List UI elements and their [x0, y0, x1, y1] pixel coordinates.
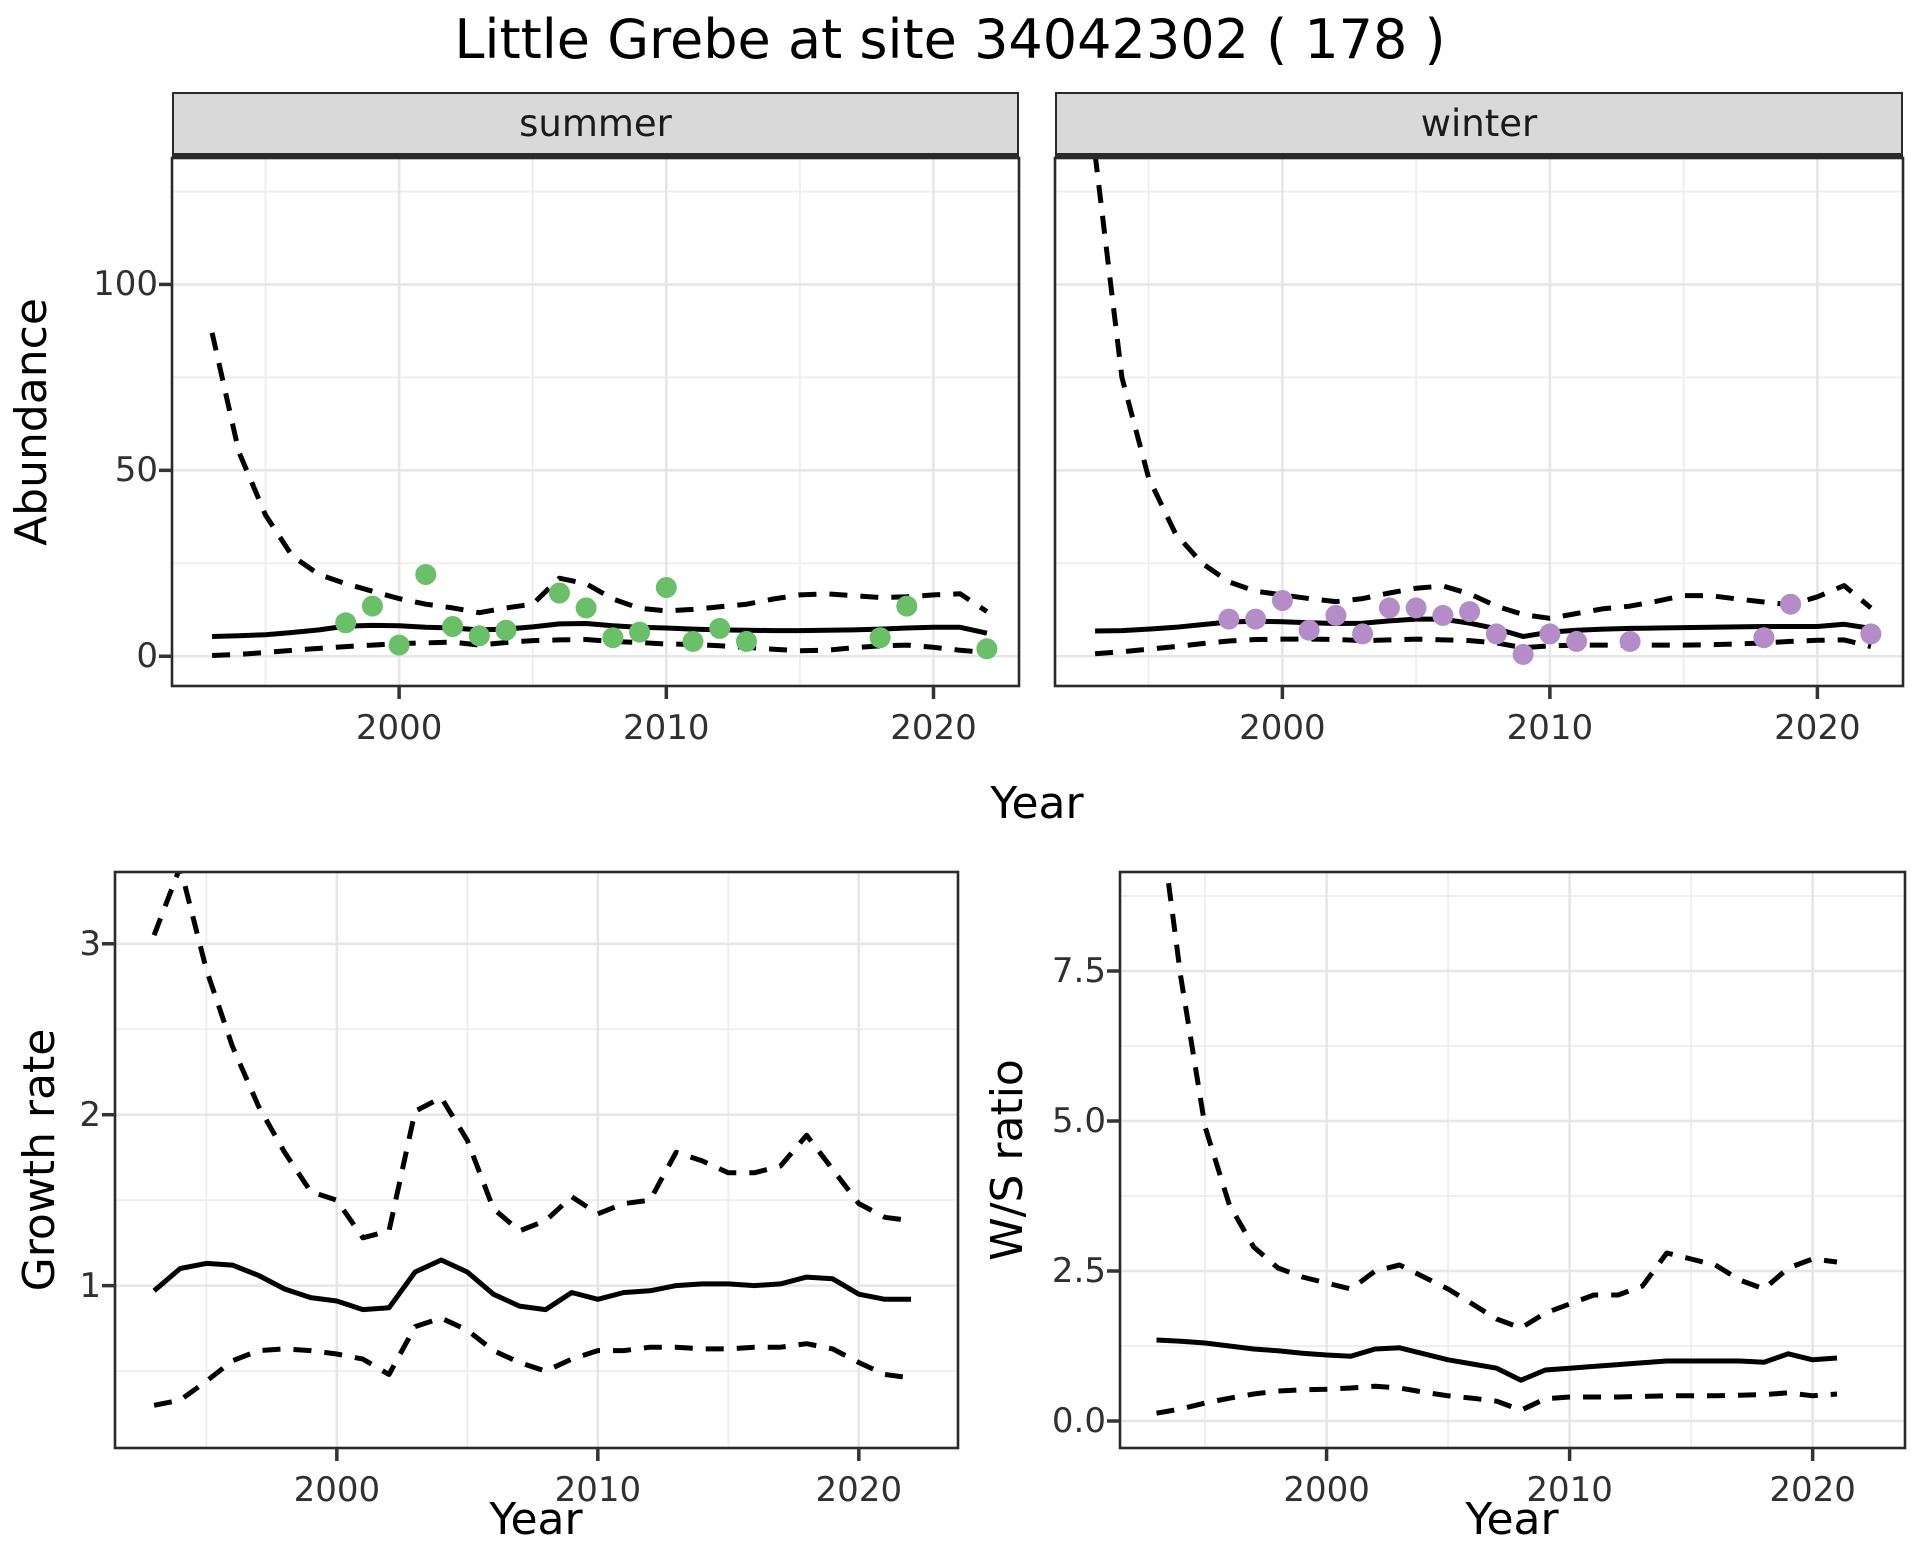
summer-y-tick-label: 0 [136, 636, 158, 677]
observed-counts-winter-point [1378, 597, 1400, 619]
observed-counts-summer-point [442, 616, 464, 637]
observed-counts-winter-point [1218, 608, 1240, 630]
ws-lower_95ci-line [1156, 1383, 1838, 1416]
ws-x-tick-label: 2020 [1769, 1470, 1856, 1510]
winter-x-tick-label: 2000 [1239, 708, 1326, 748]
observed-counts-winter-point [1619, 630, 1641, 652]
observed-counts-summer-point [896, 595, 918, 617]
ws-x-tick-label: 2010 [1526, 1470, 1613, 1510]
winter-panel-border [1053, 156, 1905, 688]
winter-lower_95ci-line [1094, 636, 1872, 657]
observed-counts-winter-point [1485, 623, 1507, 645]
x-axis-title-year-growth: Year [489, 1494, 583, 1545]
growth-x-tick-label: 2010 [554, 1470, 642, 1510]
observed-counts-summer-point [629, 621, 651, 643]
growth-median-line [152, 1257, 911, 1313]
observed-counts-winter-point [1271, 590, 1293, 611]
observed-counts-winter-point [1245, 608, 1267, 630]
summer-x-tick-label: 2010 [623, 708, 710, 748]
observed-counts-winter-point [1780, 593, 1802, 615]
growth-lower_95ci-line [153, 1315, 912, 1408]
y-axis-title-abundance: Abundance [6, 298, 57, 546]
observed-counts-summer-point [388, 634, 410, 656]
observed-counts-summer-point [575, 597, 597, 619]
observed-counts-winter-point [1432, 604, 1454, 626]
summer-x-tick-label: 2000 [355, 708, 443, 748]
facet-strip-summer-label: summer [519, 102, 672, 145]
growth-x-tick-label: 2020 [815, 1470, 903, 1510]
observed-counts-summer-point [335, 612, 357, 634]
observed-counts-summer-point [736, 630, 757, 652]
summer-panel-border [170, 156, 1021, 688]
observed-counts-summer-point [548, 582, 570, 604]
observed-counts-summer-point [361, 595, 383, 617]
ws-median-line [1156, 1337, 1838, 1383]
observed-counts-summer-point [468, 625, 490, 647]
observed-counts-winter-point [1566, 630, 1588, 652]
observed-counts-winter-point [1753, 627, 1775, 649]
facet-strip-winter: winter [1055, 92, 1903, 158]
observed-counts-summer-point [709, 617, 731, 639]
ws-x-tick-label: 2000 [1283, 1470, 1370, 1510]
ws-y-tick-label: 0.0 [1051, 1401, 1106, 1441]
observed-counts-winter-point [1325, 604, 1347, 626]
ws-panel-background [1120, 872, 1905, 1448]
summer-y-tick-label: 50 [114, 450, 158, 491]
growth-panel-border [113, 870, 960, 1450]
observed-counts-winter-point [1860, 623, 1882, 645]
summer-lower_95ci-line [211, 637, 988, 658]
ws-y-tick-label: 5.0 [1051, 1101, 1106, 1141]
x-axis-title-year-ws: Year [1465, 1494, 1559, 1545]
observed-counts-winter-point [1298, 619, 1320, 641]
observed-counts-summer-point [495, 619, 517, 641]
observed-counts-summer-point [655, 577, 677, 598]
observed-counts-winter-point [1352, 623, 1374, 645]
observed-counts-winter-point [1405, 597, 1427, 619]
observed-counts-summer-point [976, 638, 998, 660]
observed-counts-summer-point [415, 564, 437, 585]
winter-x-tick-label: 2010 [1506, 708, 1594, 748]
page-title: Little Grebe at site 34042302 ( 178 ) [454, 8, 1446, 71]
growth-y-tick-label: 2 [79, 1094, 101, 1135]
summer-y-tick-label: 100 [93, 264, 158, 305]
facet-strip-summer: summer [172, 92, 1019, 158]
x-axis-title-year-top: Year [990, 778, 1084, 829]
winter-panel-background [1055, 158, 1903, 686]
growth-upper_95ci-line [151, 872, 912, 1241]
growth-y-tick-label: 3 [79, 923, 101, 964]
growth-panel-background [115, 872, 958, 1448]
observed-counts-summer-point [869, 627, 891, 649]
ws-y-tick-label: 7.5 [1051, 951, 1106, 991]
observed-counts-summer-point [682, 630, 704, 652]
observed-counts-winter-point [1539, 623, 1561, 645]
growth-x-tick-label: 2000 [293, 1470, 381, 1510]
observed-counts-summer-point [602, 627, 624, 649]
summer-upper_95ci-line [209, 332, 989, 616]
facet-strip-winter-label: winter [1420, 102, 1538, 145]
ws-y-tick-label: 2.5 [1051, 1251, 1106, 1291]
observed-counts-winter-point [1459, 601, 1481, 623]
winter-upper_95ci-line [1093, 158, 1873, 621]
observed-counts-winter-point [1512, 643, 1534, 665]
growth-y-tick-label: 1 [79, 1265, 101, 1306]
summer-x-tick-label: 2020 [890, 708, 977, 748]
ws-panel-border [1118, 870, 1907, 1450]
ws-upper_95ci-line [1164, 872, 1838, 1331]
winter-x-tick-label: 2020 [1774, 708, 1861, 748]
